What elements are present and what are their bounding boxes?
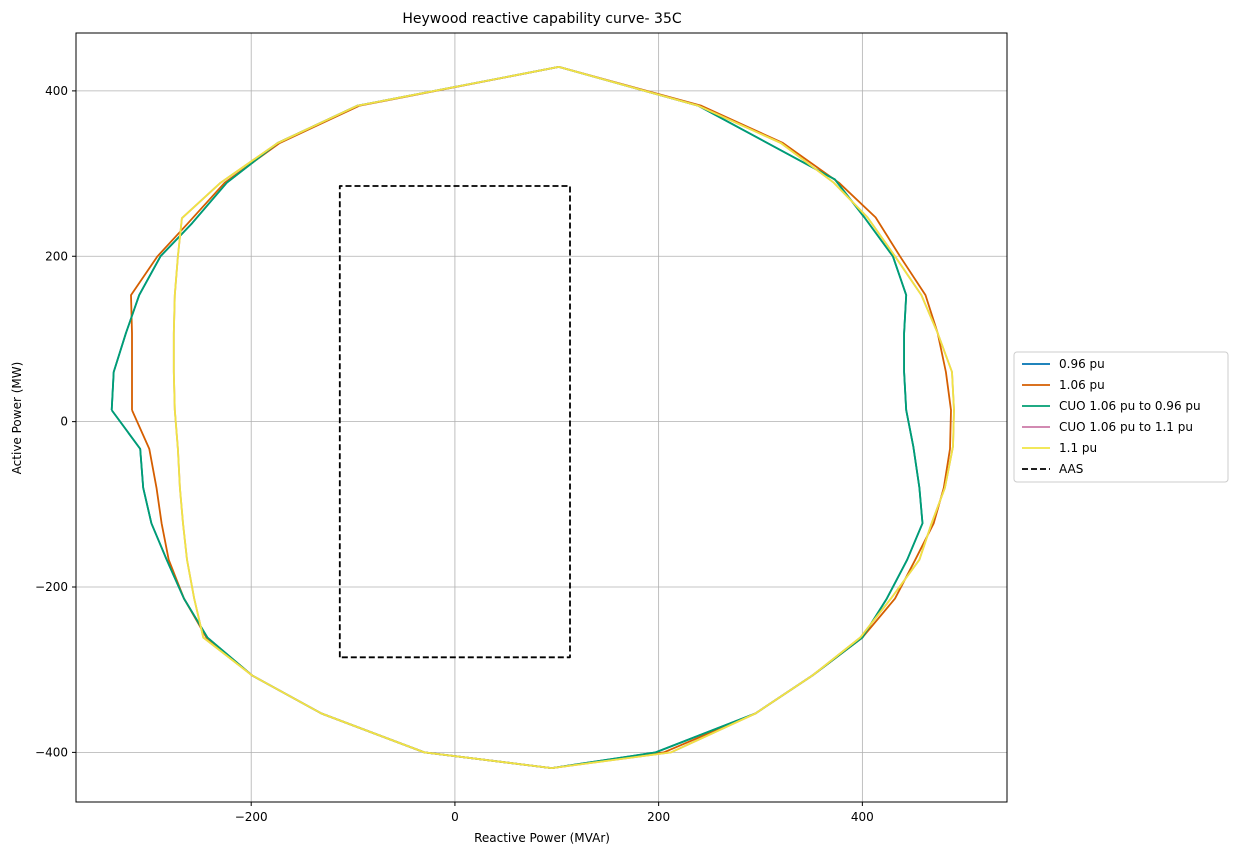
series-layer xyxy=(110,66,955,769)
y-axis-label: Active Power (MW) xyxy=(10,362,24,475)
legend-box xyxy=(1013,351,1229,483)
y-tick-label: −200 xyxy=(35,580,68,594)
x-tick-label: 200 xyxy=(647,810,670,824)
legend-label: 1.06 pu xyxy=(1059,378,1105,392)
x-axis-label: Reactive Power (MVAr) xyxy=(474,831,610,845)
x-tick-label: 400 xyxy=(851,810,874,824)
series-line-3 xyxy=(172,66,955,769)
chart-title: Heywood reactive capability curve- 35C xyxy=(402,11,681,27)
y-tick-label: 0 xyxy=(60,415,68,429)
legend-label: CUO 1.06 pu to 0.96 pu xyxy=(1059,399,1201,413)
y-tick-label: −400 xyxy=(35,745,68,759)
series-line-0 xyxy=(110,66,924,769)
legend-label: 1.1 pu xyxy=(1059,441,1097,455)
plot-frame xyxy=(75,32,1008,803)
legend-label: CUO 1.06 pu to 1.1 pu xyxy=(1059,420,1193,434)
x-tick-label: 0 xyxy=(451,810,459,824)
y-axis-ticks: −400 −200 0 200 400 xyxy=(35,84,76,759)
x-tick-label: −200 xyxy=(235,810,268,824)
grid-lines xyxy=(76,33,1007,802)
legend-label: AAS xyxy=(1059,462,1083,476)
legend-label: 0.96 pu xyxy=(1059,357,1105,371)
x-axis-ticks: −200 0 200 400 xyxy=(235,802,874,824)
y-tick-label: 200 xyxy=(45,249,68,263)
series-line-2 xyxy=(110,66,924,769)
y-tick-label: 400 xyxy=(45,84,68,98)
series-line-4 xyxy=(172,66,955,769)
legend: 0.96 pu 1.06 pu CUO 1.06 pu to 0.96 pu CUO … xyxy=(1013,351,1229,483)
